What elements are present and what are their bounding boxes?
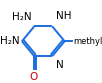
Text: N: N: [56, 60, 63, 70]
Text: O: O: [29, 72, 38, 82]
Text: H₂N: H₂N: [12, 12, 32, 21]
Text: methyl: methyl: [73, 37, 102, 46]
Text: NH: NH: [56, 11, 72, 21]
Text: H₂N: H₂N: [0, 36, 19, 46]
